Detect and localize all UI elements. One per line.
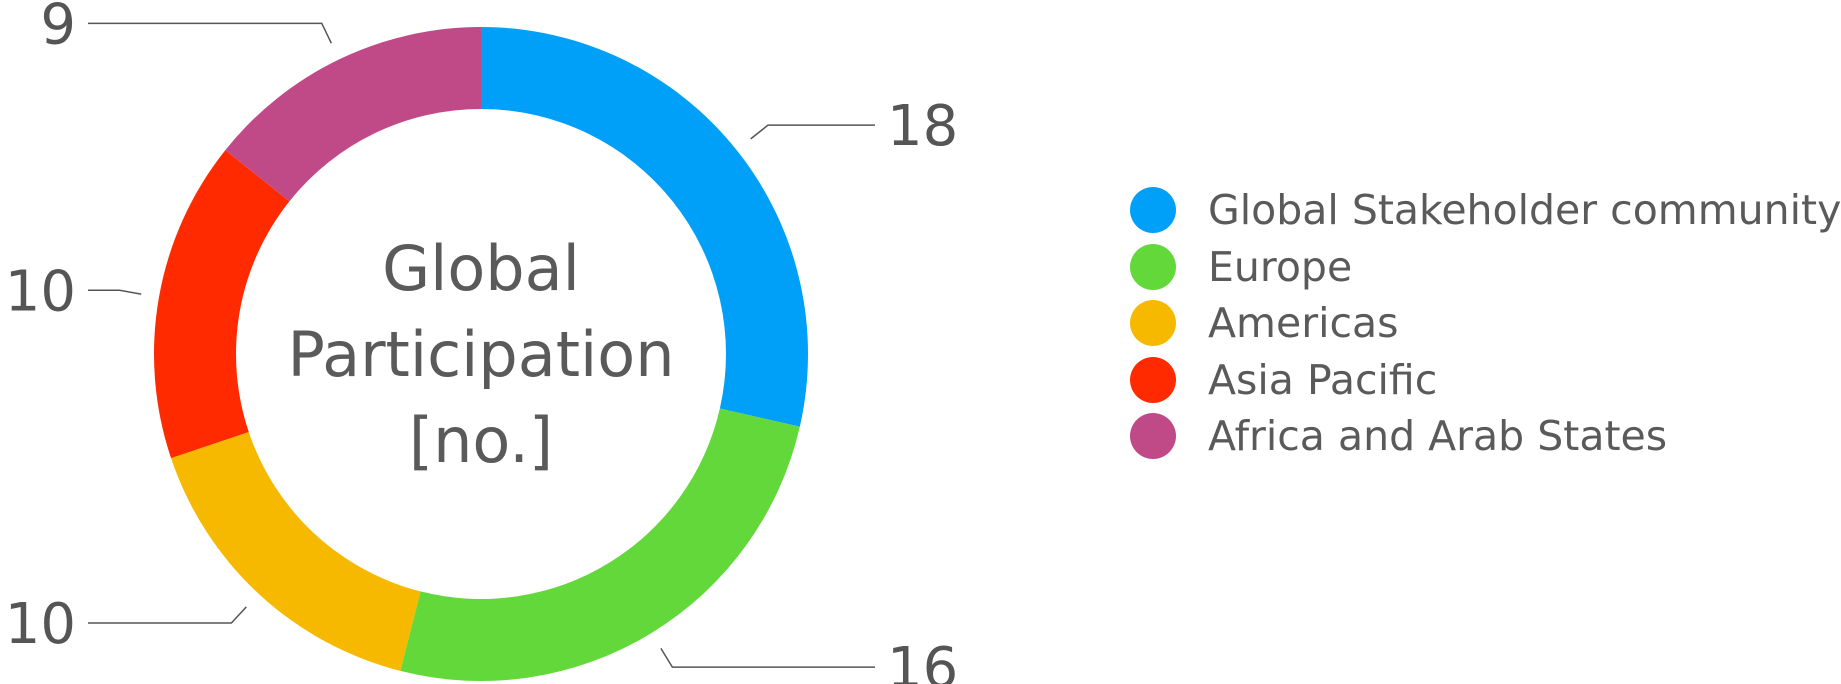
leader-line-global-stakeholder-community <box>750 124 875 140</box>
legend-swatch <box>1130 243 1176 290</box>
legend-label: Asia Pacific <box>1208 355 1438 404</box>
slice-global-stakeholder-community <box>481 27 809 427</box>
value-label-africa-and-arab-states: 9 <box>40 0 76 57</box>
value-labels: 18 16 10 10 9 <box>5 0 959 684</box>
slice-americas <box>171 432 421 671</box>
legend-label: Americas <box>1208 299 1399 348</box>
legend-item-europe: Europe <box>1130 239 1841 296</box>
value-label-global-stakeholder-community: 18 <box>887 94 958 159</box>
legend-swatch <box>1130 187 1176 234</box>
legend: Global Stakeholder community Europe Americ… <box>1130 182 1841 465</box>
legend-swatch <box>1130 413 1176 460</box>
leader-line-africa-and-arab-states <box>88 22 332 44</box>
legend-label: Global Stakeholder community <box>1208 186 1841 235</box>
value-label-americas: 10 <box>5 592 76 657</box>
center-title-line: [no.] <box>409 404 553 477</box>
center-title-line: Global <box>382 232 580 305</box>
leader-lines <box>88 22 875 668</box>
legend-item-global-stakeholder-community: Global Stakeholder community <box>1130 182 1841 239</box>
donut-slices <box>154 27 809 681</box>
value-label-europe: 16 <box>887 636 958 684</box>
slice-africa-and-arab-states <box>225 27 481 202</box>
leader-line-asia-pacific <box>88 289 142 295</box>
value-label-asia-pacific: 10 <box>5 259 76 324</box>
center-title-line: Participation <box>287 318 674 391</box>
legend-item-asia-pacific: Asia Pacific <box>1130 352 1841 409</box>
legend-label: Africa and Arab States <box>1208 412 1668 461</box>
legend-label: Europe <box>1208 242 1353 291</box>
leader-line-americas <box>88 606 247 624</box>
slice-asia-pacific <box>154 150 290 459</box>
legend-swatch <box>1130 300 1176 347</box>
center-title: Global Participation [no.] <box>287 232 674 477</box>
legend-item-americas: Americas <box>1130 295 1841 352</box>
legend-item-africa-and-arab-states: Africa and Arab States <box>1130 408 1841 465</box>
legend-swatch <box>1130 356 1176 403</box>
leader-line-europe <box>660 647 875 668</box>
slice-europe <box>400 408 800 681</box>
